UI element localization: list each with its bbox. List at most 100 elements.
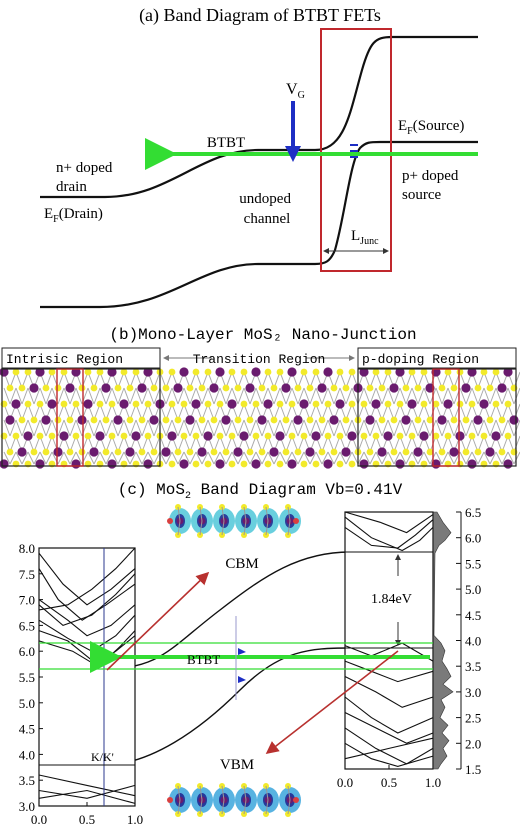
- s-atom: [186, 384, 194, 392]
- s-atom: [210, 416, 218, 424]
- right-x-tick-label: 0.5: [381, 775, 397, 790]
- left-y-tick-label: 7.0: [19, 593, 35, 608]
- s-atom: [300, 460, 308, 468]
- mo-atom: [215, 367, 225, 377]
- left-band-plot: K/K' 3.0 3.5 4.0 4.5 5.0 5.5 6.0 6.5 7.0 7.5 8.0 0…: [19, 541, 143, 827]
- mo-atom: [119, 399, 129, 409]
- s-atom: [144, 432, 152, 440]
- mo-atom: [275, 431, 285, 441]
- mo-atom: [311, 431, 321, 441]
- mo-atom: [131, 431, 141, 441]
- s-atom: [480, 432, 488, 440]
- cbm-label: CBM: [225, 556, 258, 572]
- mo-atom: [185, 415, 195, 425]
- left-band-line: [38, 552, 136, 606]
- s-atom: [96, 368, 104, 376]
- s-atom: [264, 432, 272, 440]
- mo-atom: [455, 431, 465, 441]
- s-atom: [264, 368, 272, 376]
- mo-atom: [401, 415, 411, 425]
- mo-atom: [425, 383, 435, 393]
- s-atom: [240, 368, 248, 376]
- s-atom: [450, 384, 458, 392]
- s-atom: [468, 432, 476, 440]
- mo-atom: [467, 459, 477, 469]
- left-y-tick-label: 6.0: [19, 644, 35, 659]
- s-atom: [390, 416, 398, 424]
- pdoping-unit-cell: [432, 368, 460, 467]
- s-atom: [84, 368, 92, 376]
- s-atom: [204, 460, 212, 468]
- s-atom: [60, 368, 68, 376]
- mo-atom: [503, 367, 513, 377]
- left-band-line: [38, 784, 136, 799]
- vg-arrowhead: [285, 146, 301, 162]
- right-y-tick-label: 4.0: [465, 634, 481, 649]
- s-atom: [12, 432, 20, 440]
- left-y-tick-label: 4.5: [19, 722, 35, 737]
- s-atom: [288, 400, 296, 408]
- s-atom: [462, 448, 470, 456]
- right-y-tick-label: 2.0: [465, 736, 481, 751]
- s-atom: [300, 432, 308, 440]
- btbt-marker-top: [238, 648, 246, 655]
- s-atom: [240, 460, 248, 468]
- mo-atom: [341, 447, 351, 457]
- mo-atom: [299, 399, 309, 409]
- s-atom: [282, 448, 290, 456]
- s-atom: [78, 448, 86, 456]
- s-atom: [492, 400, 500, 408]
- mo-atom: [365, 415, 375, 425]
- s-atom: [120, 432, 128, 440]
- btbt-label-a: BTBT: [207, 135, 245, 151]
- s-atom: [456, 400, 464, 408]
- s-atom: [12, 368, 20, 376]
- s-atom: [36, 432, 44, 440]
- s-atom: [174, 416, 182, 424]
- right-band-line: [344, 712, 434, 744]
- mo-atom: [485, 447, 495, 457]
- right-band-plot: 1.84eV 1.5 2.0 2.5 3.0 3.5 4.0 4.5 5.0 5.5 6.0 6.5…: [337, 505, 481, 790]
- s-atom: [396, 400, 404, 408]
- s-atom: [222, 448, 230, 456]
- mo-atom: [101, 383, 111, 393]
- s-atom: [192, 432, 200, 440]
- s-atom: [222, 384, 230, 392]
- s-atom: [216, 400, 224, 408]
- mo-atom: [203, 431, 213, 441]
- mo-atom: [53, 447, 63, 457]
- mo-atom: [89, 447, 99, 457]
- s-atom: [84, 432, 92, 440]
- mo-atom: [503, 459, 513, 469]
- s-atom: [150, 448, 158, 456]
- mo-atom: [215, 459, 225, 469]
- s-atom: [462, 416, 470, 424]
- mo-atom: [59, 431, 69, 441]
- mo-atom: [197, 447, 207, 457]
- mo-atom: [83, 399, 93, 409]
- s-atom: [90, 416, 98, 424]
- right-band-line: [344, 742, 434, 767]
- left-x-axis: 0.0 0.5 1.0: [31, 802, 143, 827]
- channel-label: undoped channel: [239, 191, 294, 227]
- right-y-tick-label: 6.0: [465, 531, 481, 546]
- mo-atom: [473, 415, 483, 425]
- left-x-tick-label: 0.0: [31, 812, 47, 827]
- s-atom: [246, 416, 254, 424]
- panel-b-title: (b)Mono-Layer MoS₂ Nano-Junction: [109, 326, 416, 344]
- s-atom: [6, 448, 14, 456]
- s-atom: [114, 448, 122, 456]
- s-atom: [438, 384, 446, 392]
- mo-atom: [251, 367, 261, 377]
- mo-atom: [413, 447, 423, 457]
- s-atom: [312, 400, 320, 408]
- mo-atom: [173, 383, 183, 393]
- left-y-tick-label: 5.5: [19, 670, 35, 685]
- transition-label: Transition Region: [193, 352, 326, 367]
- mo-atom: [431, 367, 441, 377]
- mo-atom: [293, 415, 303, 425]
- right-y-tick-label: 1.5: [465, 762, 481, 777]
- mo-atom: [281, 383, 291, 393]
- s-atom: [438, 448, 446, 456]
